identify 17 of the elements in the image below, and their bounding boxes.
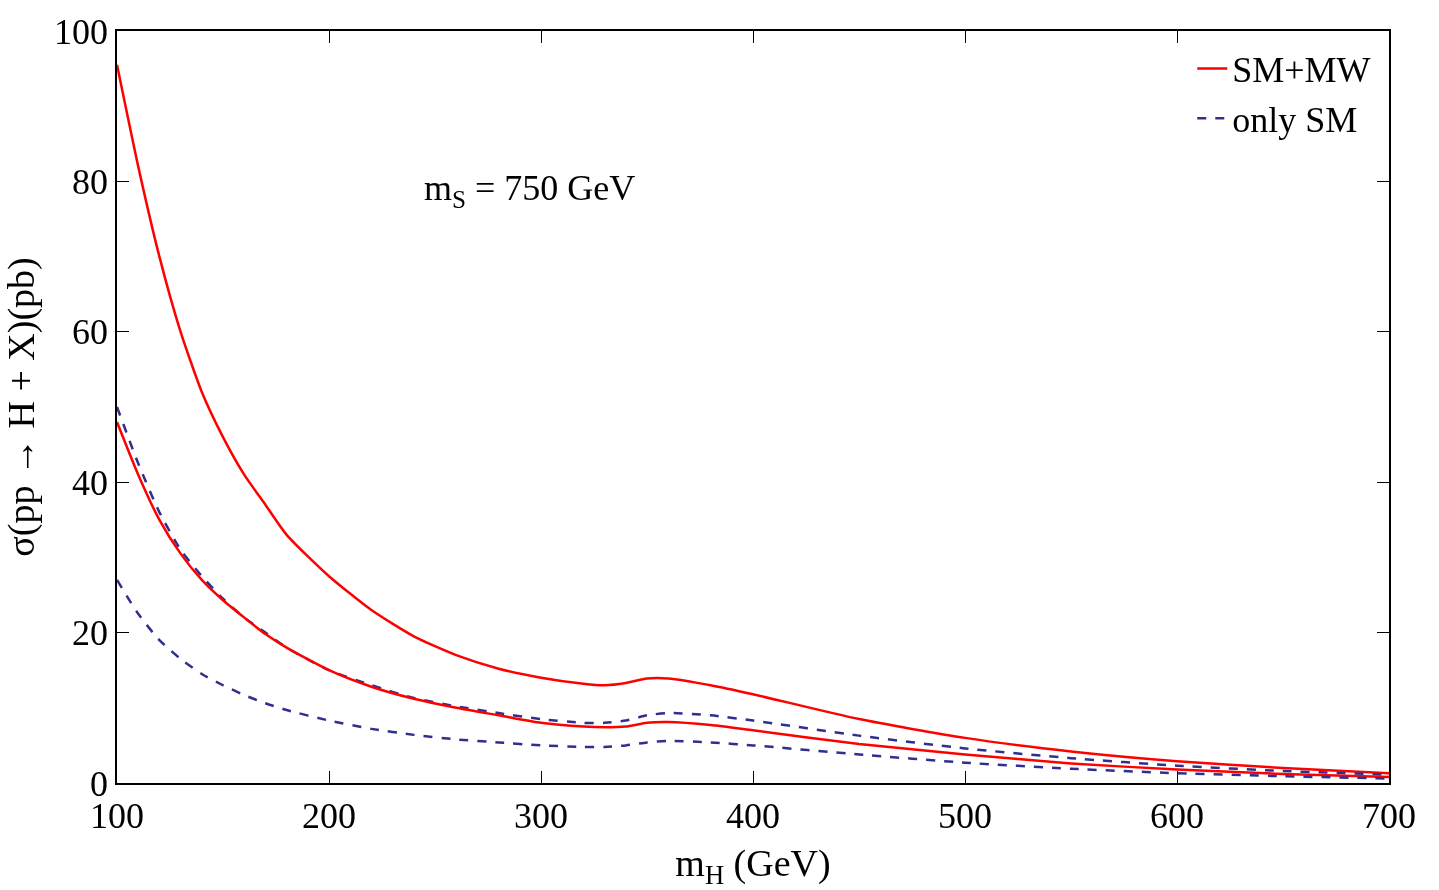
y-tick-label: 0: [90, 763, 109, 804]
y-tick-label: 80: [72, 162, 109, 202]
y-tick-label: 40: [72, 462, 109, 503]
y-tick-label: 60: [72, 312, 109, 353]
x-axis-title: m$_{H}$ (GeV): [675, 842, 831, 890]
y-tick-label: 20: [72, 613, 109, 654]
legend-label: SM+MW: [1232, 50, 1371, 91]
annotation: m$_{S}$ = 750 GeV: [424, 168, 636, 213]
x-tick-label: 700: [1362, 795, 1416, 836]
x-tick-label: 400: [726, 795, 780, 836]
legend-label: only SM: [1232, 100, 1358, 141]
x-tick-label: 300: [514, 795, 568, 836]
x-tick-label: 600: [1150, 795, 1204, 836]
x-tick-label: 200: [302, 795, 356, 836]
x-tick-label: 500: [938, 795, 992, 836]
y-tick-label: 100: [54, 11, 109, 52]
y-axis-title: σ(pp → H + X)(pb): [0, 257, 43, 557]
